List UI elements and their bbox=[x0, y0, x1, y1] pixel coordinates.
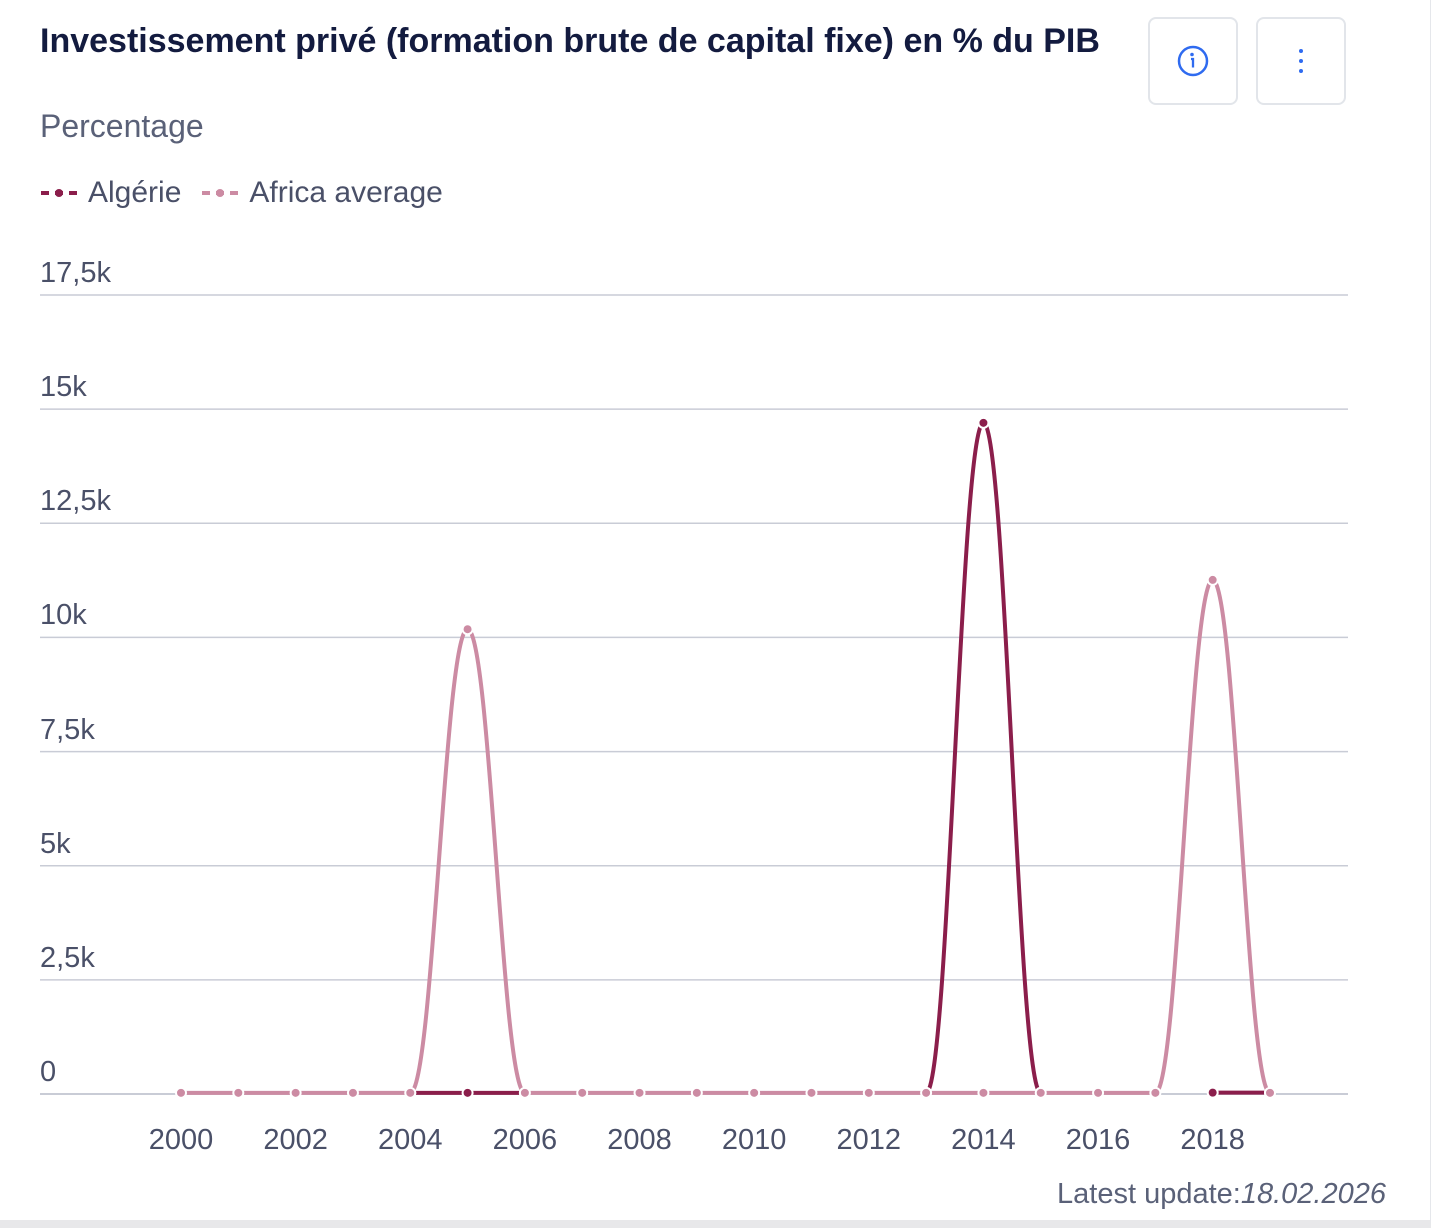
data-point-africa-average[interactable] bbox=[232, 1086, 245, 1099]
x-tick-label: 2014 bbox=[951, 1124, 1016, 1156]
y-tick-label: 12,5k bbox=[40, 485, 111, 518]
legend-marker-algerie bbox=[41, 189, 77, 197]
data-point-africa-average[interactable] bbox=[346, 1086, 359, 1099]
data-point-algerie[interactable] bbox=[977, 416, 990, 429]
data-point-africa-average[interactable] bbox=[690, 1086, 703, 1099]
x-tick-label: 2016 bbox=[1065, 1124, 1131, 1156]
data-point-algerie[interactable] bbox=[461, 1086, 474, 1099]
x-tick-label: 2012 bbox=[836, 1124, 902, 1156]
series-line-africa-average bbox=[181, 577, 1272, 1095]
x-tick-label: 2002 bbox=[263, 1124, 328, 1156]
data-point-africa-average[interactable] bbox=[633, 1086, 646, 1099]
latest-update-label: Latest update: bbox=[1057, 1178, 1241, 1210]
latest-update-date: 18.02.2026 bbox=[1240, 1178, 1386, 1210]
legend-label-algerie: Algérie bbox=[88, 176, 182, 209]
info-icon bbox=[1177, 45, 1209, 77]
y-tick-label: 7,5k bbox=[40, 713, 95, 746]
data-point-africa-average[interactable] bbox=[576, 1086, 589, 1099]
x-tick-label: 2010 bbox=[721, 1124, 787, 1156]
data-point-algerie[interactable] bbox=[1206, 1086, 1219, 1099]
data-point-africa-average[interactable] bbox=[977, 1086, 990, 1099]
data-point-africa-average[interactable] bbox=[518, 1086, 531, 1099]
y-tick-label: 15k bbox=[40, 371, 87, 404]
data-point-africa-average[interactable] bbox=[175, 1086, 187, 1099]
data-point-africa-average[interactable] bbox=[1206, 573, 1219, 586]
chart-subtitle: Percentage bbox=[40, 108, 204, 144]
legend-label-africa-average: Africa average bbox=[249, 176, 443, 209]
more-options-button[interactable] bbox=[1256, 17, 1346, 105]
y-tick-label: 17,5k bbox=[40, 257, 111, 289]
legend-item-africa-average[interactable]: Africa average bbox=[201, 176, 443, 210]
latest-update: Latest update:18.02.2026 bbox=[1057, 1178, 1386, 1211]
data-point-africa-average[interactable] bbox=[748, 1086, 761, 1099]
legend-marker-africa-average bbox=[202, 189, 239, 197]
data-point-africa-average[interactable] bbox=[461, 623, 474, 636]
y-tick-label: 2,5k bbox=[40, 941, 95, 974]
y-tick-label: 10k bbox=[40, 599, 87, 632]
x-tick-label: 2006 bbox=[492, 1124, 558, 1156]
data-point-africa-average[interactable] bbox=[1264, 1086, 1276, 1099]
more-vertical-icon bbox=[1299, 49, 1303, 73]
x-tick-label: 2000 bbox=[148, 1124, 214, 1156]
legend: Algérie Africa average bbox=[40, 176, 443, 210]
legend-item-algerie[interactable]: Algérie bbox=[40, 176, 181, 210]
x-tick-label: 2008 bbox=[607, 1124, 672, 1156]
data-point-africa-average[interactable] bbox=[289, 1086, 302, 1099]
data-point-africa-average[interactable] bbox=[1149, 1086, 1162, 1099]
data-point-africa-average[interactable] bbox=[1034, 1086, 1047, 1099]
y-tick-label: 5k bbox=[40, 827, 71, 860]
data-point-africa-average[interactable] bbox=[1092, 1086, 1105, 1099]
y-tick-label: 0 bbox=[40, 1056, 57, 1088]
info-button[interactable] bbox=[1148, 17, 1238, 105]
chart-title: Investissement privé (formation brute de… bbox=[40, 22, 1100, 60]
x-tick-label: 2004 bbox=[377, 1124, 443, 1156]
data-point-africa-average[interactable] bbox=[805, 1086, 818, 1099]
data-point-africa-average[interactable] bbox=[404, 1086, 417, 1099]
data-point-africa-average[interactable] bbox=[920, 1086, 933, 1099]
x-tick-label: 2018 bbox=[1180, 1124, 1245, 1156]
data-point-africa-average[interactable] bbox=[862, 1086, 875, 1099]
